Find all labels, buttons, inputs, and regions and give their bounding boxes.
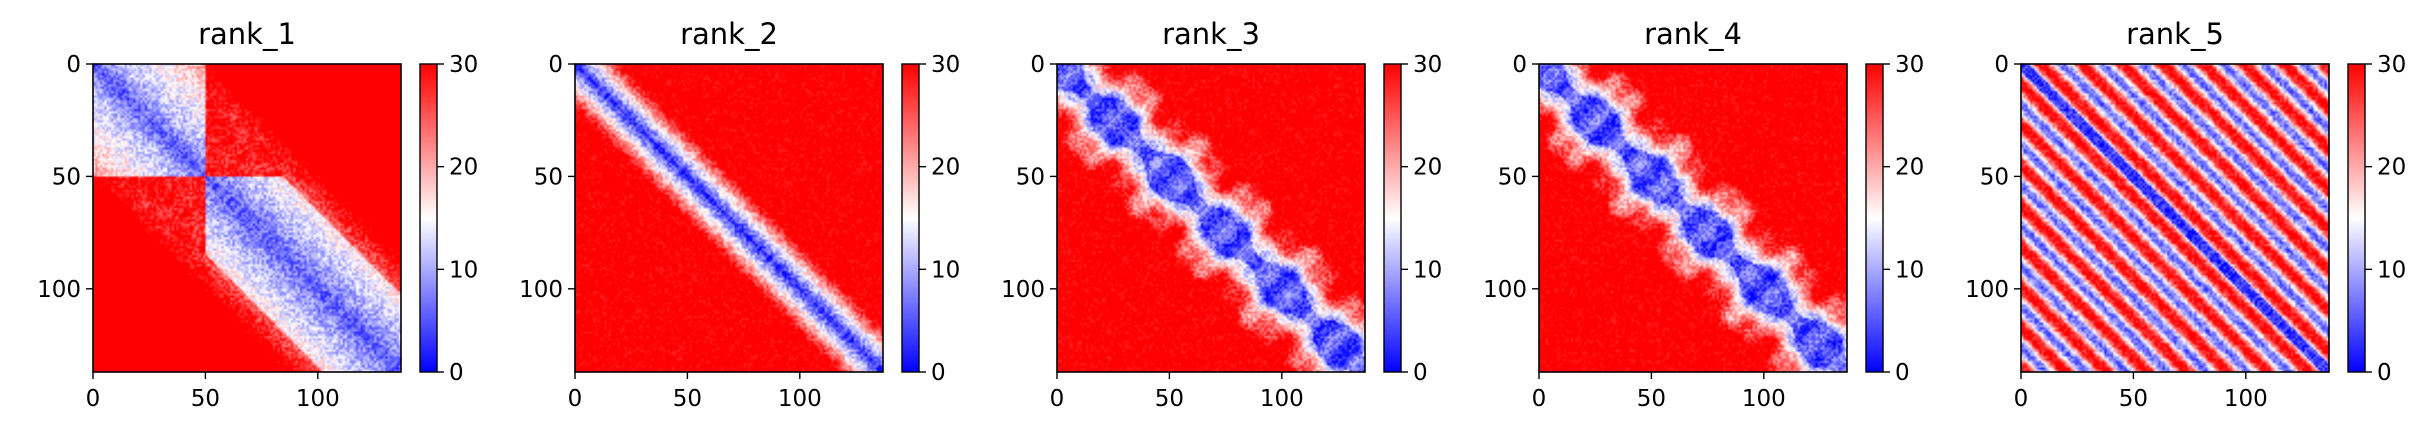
x-tick-label: 50	[673, 386, 702, 412]
colorbar-tick-label: 30	[1895, 52, 1924, 78]
colorbar-tick-label: 20	[931, 155, 960, 181]
x-tick-label: 50	[1155, 386, 1184, 412]
y-tick-label: 100	[1965, 277, 2009, 303]
x-tick-label: 0	[1050, 386, 1065, 412]
colorbar-tick-label: 0	[1895, 360, 1910, 386]
y-tick-label: 0	[1994, 52, 2009, 78]
y-tick-label: 0	[548, 52, 563, 78]
colorbar: 0 10 20 30	[2347, 52, 2406, 386]
plot-frame	[2020, 63, 2330, 373]
colorbar-tick-label: 20	[1895, 155, 1924, 181]
x-tick-label: 0	[1532, 386, 1547, 412]
colorbar: 0 10 20 30	[419, 52, 478, 386]
heatmap-image	[2021, 64, 2329, 372]
colorbar-tick-label: 10	[1895, 257, 1924, 283]
x-tick-label: 100	[1260, 386, 1304, 412]
y-tick-label: 100	[1001, 277, 1045, 303]
y-tick-label: 50	[1498, 164, 1527, 190]
colorbar-gradient	[902, 64, 919, 372]
heatmap-panel-rank_5: rank_5 0 50 100 0 50 100 0 10 20 30	[1965, 17, 2406, 412]
colorbar-tick-label: 0	[449, 360, 464, 386]
colorbar-gradient	[420, 64, 437, 372]
y-tick-label: 100	[37, 277, 81, 303]
y-tick-label: 100	[1483, 277, 1527, 303]
colorbar: 0 10 20 30	[1865, 52, 1924, 386]
heatmap-panel-rank_1: rank_1 0 50 100 0 50 100 0 10 20 30	[37, 17, 478, 412]
colorbar-tick-label: 30	[1413, 52, 1442, 78]
colorbar-frame	[2347, 63, 2366, 373]
colorbar-tick-label: 20	[2377, 155, 2406, 181]
y-tick-label: 50	[1980, 164, 2009, 190]
panel-title: rank_3	[1162, 17, 1260, 51]
x-tick-label: 0	[86, 386, 101, 412]
heatmap-image	[575, 64, 883, 372]
x-tick-label: 100	[2224, 386, 2268, 412]
colorbar-tick-label: 20	[449, 155, 478, 181]
colorbar-tick-label: 0	[931, 360, 946, 386]
colorbar-tick-label: 30	[2377, 52, 2406, 78]
x-tick-label: 50	[1637, 386, 1666, 412]
colorbar-tick-label: 10	[1413, 257, 1442, 283]
y-tick-label: 0	[1030, 52, 1045, 78]
heatmap-panel-rank_4: rank_4 0 50 100 0 50 100 0 10 20 30	[1483, 17, 1924, 412]
colorbar-gradient	[2348, 64, 2365, 372]
plot-frame	[1056, 63, 1366, 373]
colorbar: 0 10 20 30	[901, 52, 960, 386]
colorbar-tick-label: 0	[2377, 360, 2392, 386]
x-tick-label: 50	[191, 386, 220, 412]
colorbar: 0 10 20 30	[1383, 52, 1442, 386]
colorbar-frame	[1383, 63, 1402, 373]
panel-title: rank_1	[198, 17, 296, 51]
heatmap-panel-rank_3: rank_3 0 50 100 0 50 100 0 10 20 30	[1001, 17, 1442, 412]
plot-frame	[574, 63, 884, 373]
colorbar-tick-label: 20	[1413, 155, 1442, 181]
y-tick-label: 100	[519, 277, 563, 303]
colorbar-tick-label: 30	[449, 52, 478, 78]
colorbar-tick-label: 30	[931, 52, 960, 78]
x-tick-label: 100	[296, 386, 340, 412]
colorbar-frame	[419, 63, 438, 373]
panel-title: rank_4	[1644, 17, 1742, 51]
heatmap-image	[1539, 64, 1847, 372]
colorbar-tick-label: 0	[1413, 360, 1428, 386]
colorbar-frame	[901, 63, 920, 373]
x-tick-label: 50	[2119, 386, 2148, 412]
colorbar-gradient	[1384, 64, 1401, 372]
y-tick-label: 50	[534, 164, 563, 190]
panel-title: rank_5	[2126, 17, 2224, 51]
y-tick-label: 0	[1512, 52, 1527, 78]
y-tick-label: 50	[52, 164, 81, 190]
heatmap-image	[1057, 64, 1365, 372]
y-tick-label: 0	[66, 52, 81, 78]
colorbar-tick-label: 10	[449, 257, 478, 283]
colorbar-tick-label: 10	[2377, 257, 2406, 283]
colorbar-gradient	[1866, 64, 1883, 372]
x-tick-label: 100	[1742, 386, 1786, 412]
x-tick-label: 100	[778, 386, 822, 412]
plot-frame	[1538, 63, 1848, 373]
y-tick-label: 50	[1016, 164, 1045, 190]
plot-frame	[92, 63, 402, 373]
x-tick-label: 0	[568, 386, 583, 412]
panel-title: rank_2	[680, 17, 778, 51]
x-tick-label: 0	[2014, 386, 2029, 412]
heatmap-image	[93, 64, 401, 372]
colorbar-tick-label: 10	[931, 257, 960, 283]
colorbar-frame	[1865, 63, 1884, 373]
heatmap-panel-rank_2: rank_2 0 50 100 0 50 100 0 10 20 30	[519, 17, 960, 412]
